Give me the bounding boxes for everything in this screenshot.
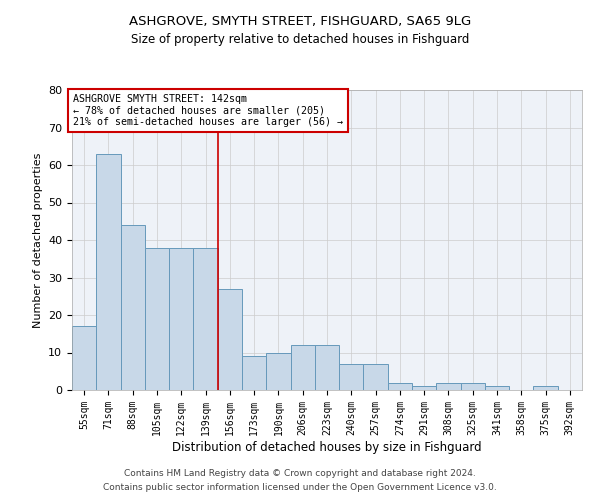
Bar	[193, 248, 218, 390]
Bar	[242, 356, 266, 390]
Bar	[364, 364, 388, 390]
Text: Contains HM Land Registry data © Crown copyright and database right 2024.: Contains HM Land Registry data © Crown c…	[124, 468, 476, 477]
Text: ASHGROVE, SMYTH STREET, FISHGUARD, SA65 9LG: ASHGROVE, SMYTH STREET, FISHGUARD, SA65 …	[129, 15, 471, 28]
Bar	[412, 386, 436, 390]
Y-axis label: Number of detached properties: Number of detached properties	[32, 152, 43, 328]
Text: Size of property relative to detached houses in Fishguard: Size of property relative to detached ho…	[131, 32, 469, 46]
Bar	[145, 248, 169, 390]
Bar	[169, 248, 193, 390]
Bar	[388, 382, 412, 390]
Text: ASHGROVE SMYTH STREET: 142sqm
← 78% of detached houses are smaller (205)
21% of : ASHGROVE SMYTH STREET: 142sqm ← 78% of d…	[73, 94, 343, 127]
X-axis label: Distribution of detached houses by size in Fishguard: Distribution of detached houses by size …	[172, 440, 482, 454]
Bar	[121, 225, 145, 390]
Bar	[339, 364, 364, 390]
Bar	[266, 352, 290, 390]
Bar	[485, 386, 509, 390]
Text: Contains public sector information licensed under the Open Government Licence v3: Contains public sector information licen…	[103, 484, 497, 492]
Bar	[218, 289, 242, 390]
Bar	[533, 386, 558, 390]
Bar	[96, 154, 121, 390]
Bar	[315, 345, 339, 390]
Bar	[290, 345, 315, 390]
Bar	[436, 382, 461, 390]
Bar	[72, 326, 96, 390]
Bar	[461, 382, 485, 390]
